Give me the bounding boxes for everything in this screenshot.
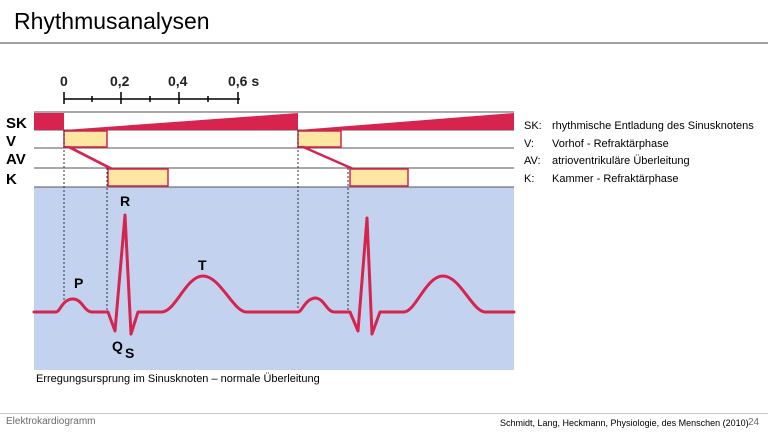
ecg-panel [34,187,514,370]
wave-label-t: T [198,257,207,273]
sk-ramp-1 [64,113,298,130]
legend-item-k: K: Kammer - Refraktärphase [524,171,754,189]
legend-text: Kammer - Refraktärphase [552,172,679,185]
av-conduction-2 [298,146,354,168]
legend-item-av: AV: atrioventrikuläre Überleitung [524,153,754,171]
title-divider [0,42,768,44]
page-number: 24 [748,417,760,428]
legend-key: K: [524,172,535,185]
sk-ramp-2 [298,113,514,130]
ventricular-refractory-2 [349,168,409,187]
legend-key: SK: [524,120,542,132]
slide-title: Rhythmusanalysen [14,8,210,34]
wave-label-q: Q [112,338,123,354]
wave-label-s: S [125,345,134,361]
time-tick-1: 0,2 [110,73,130,89]
footer-source: Schmidt, Lang, Heckmann, Physiologie, de… [500,418,749,428]
footer-divider [0,413,768,414]
row-label-sk: SK [6,115,27,132]
sk-discharge-block-1 [34,113,64,130]
time-tick-3: 0,6 s [228,73,259,89]
wave-label-r: R [120,193,130,209]
legend: SK: rhythmische Entladung des Sinusknoten… [524,118,754,188]
atrial-refractory-1 [63,130,108,148]
av-conduction-1 [64,146,113,168]
time-tick-2: 0,4 [168,73,188,89]
row-label-av: AV [6,151,26,168]
atrial-refractory-2 [297,130,342,148]
legend-key: V: [524,137,534,150]
ecg-trace [32,213,516,336]
legend-item-sk: SK: rhythmische Entladung des Sinusknoten… [524,118,754,136]
footer-topic: Elektrokardiogramm [6,416,96,427]
time-tick-0: 0 [60,73,68,89]
guide-lines [63,130,349,312]
ventricular-refractory-1 [107,168,169,187]
time-axis [63,92,240,104]
row-label-k: K [6,171,17,188]
wave-label-p: P [74,275,83,291]
row-label-v: V [6,133,16,150]
diagram-caption: Erregungsursprung im Sinusknoten – norma… [36,373,320,385]
legend-key: AV: [524,155,541,167]
legend-text: rhythmische Entladung des Sinusknotens [552,120,754,132]
legend-item-v: V: Vorhof - Refraktärphase [524,136,754,154]
legend-text: atrioventrikuläre Überleitung [552,155,690,167]
legend-text: Vorhof - Refraktärphase [552,137,669,150]
